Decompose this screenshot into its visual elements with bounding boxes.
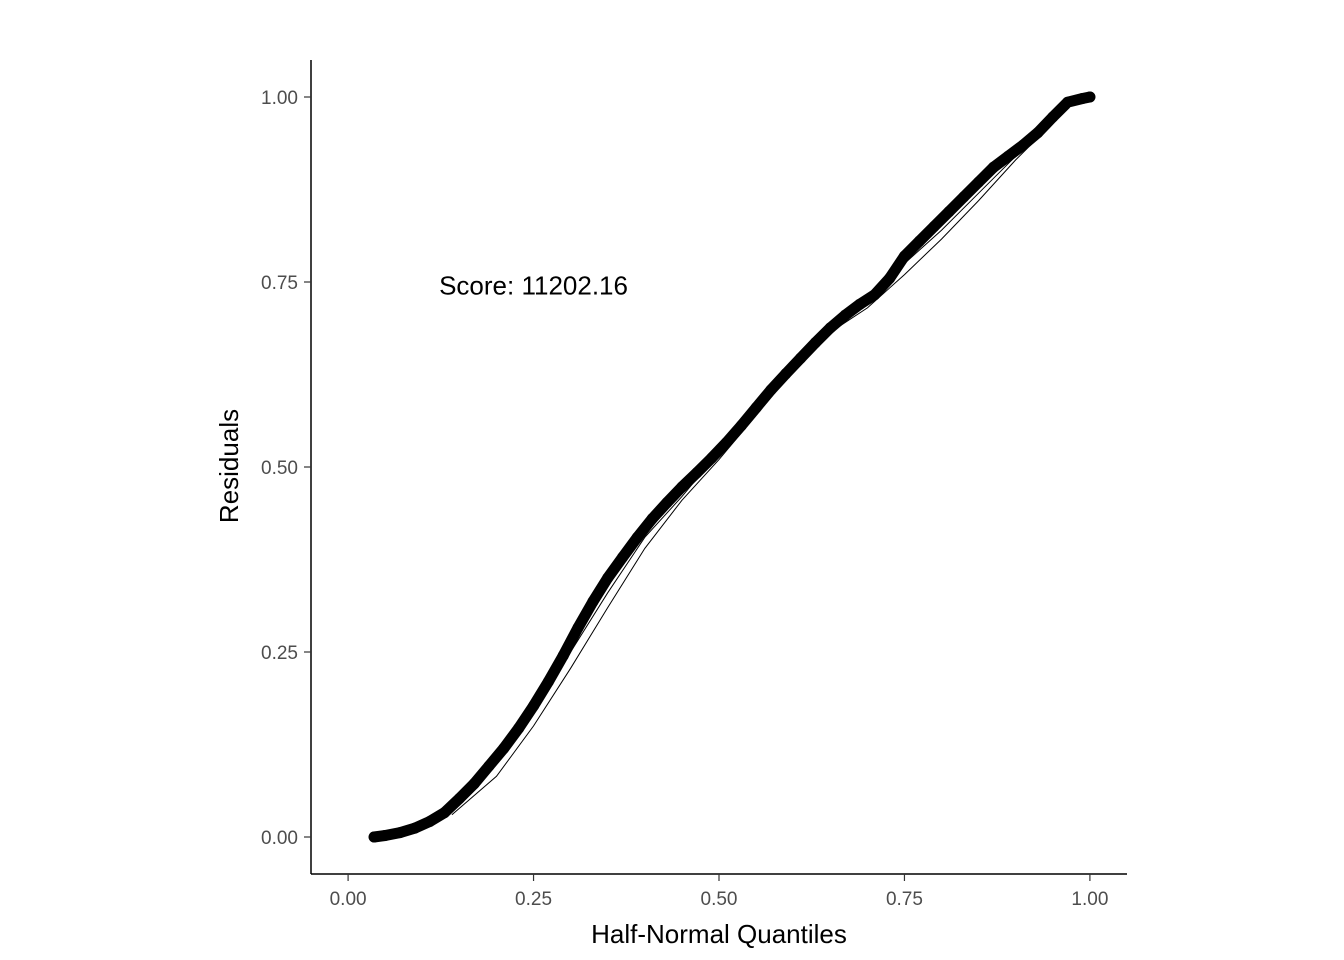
envelope-lines [451,118,1054,816]
x-tick-label: 0.00 [330,889,367,910]
y-tick-label: 0.00 [261,828,298,849]
envelope-line-upper [451,118,1054,808]
x-axis-title: Half-Normal Quantiles [591,919,847,949]
x-tick-label: 0.75 [886,889,923,910]
y-tick-label: 0.75 [261,273,298,294]
x-ticks: 0.00 0.25 0.50 0.75 1.00 [330,874,1108,910]
x-tick-label: 0.50 [701,889,738,910]
residual-points-band [368,91,1096,843]
x-tick-label: 1.00 [1071,889,1108,910]
y-tick-label: 0.25 [261,643,298,664]
envelope-line-lower [451,122,1054,816]
x-tick-label: 0.25 [515,889,552,910]
annotation-score: Score: 11202.16 [439,271,628,301]
y-ticks: 0.00 0.25 0.50 0.75 1.00 [261,88,311,849]
y-tick-label: 1.00 [261,88,298,109]
residual-points [368,91,1096,843]
y-axis-title: Residuals [214,409,244,523]
y-tick-label: 0.50 [261,458,298,479]
